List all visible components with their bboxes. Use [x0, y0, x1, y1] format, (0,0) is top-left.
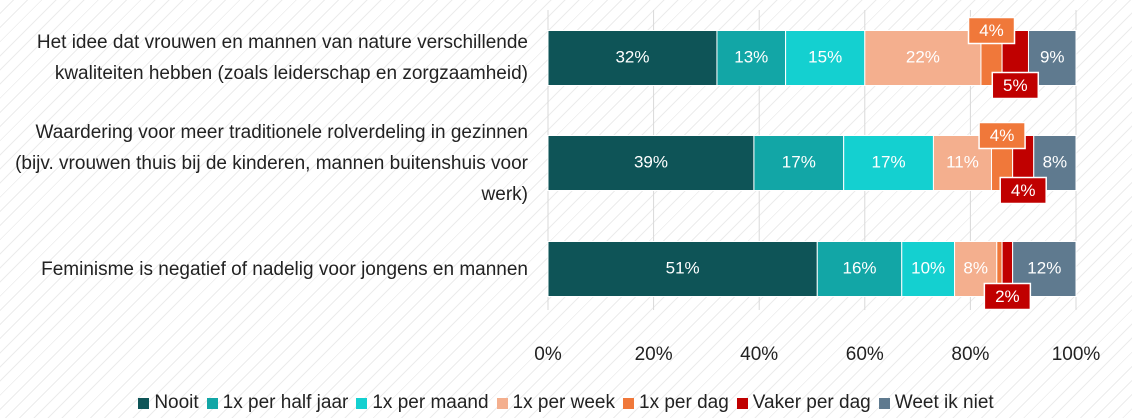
category-label: Waardering voor meer traditionele rolver…: [15, 121, 528, 205]
data-label: 13%: [734, 47, 768, 66]
bar-segment: [901, 241, 956, 297]
data-label: 17%: [782, 152, 816, 171]
bar-segment: [843, 135, 934, 191]
data-label: 22%: [906, 47, 940, 66]
bar-segment: [864, 30, 982, 86]
callout-box: [978, 121, 1026, 150]
legend-item: Weet ik niet: [878, 392, 994, 414]
legend-swatch: [496, 397, 508, 409]
data-label: 2%: [995, 287, 1020, 306]
legend-item: 1x per half jaar: [206, 392, 349, 414]
legend-swatch: [138, 397, 150, 409]
data-label: 12%: [1027, 258, 1061, 277]
data-label: 8%: [963, 258, 988, 277]
legend-label: Nooit: [154, 392, 199, 413]
data-label: 4%: [979, 21, 1004, 40]
x-tick-label: 80%: [951, 344, 989, 365]
bar-segment: [547, 241, 818, 297]
data-label: 16%: [843, 258, 877, 277]
callout-box: [991, 71, 1040, 100]
legend: Nooit 1x per half jaar 1x per maand 1x per …: [0, 392, 1132, 414]
callout-box: [999, 176, 1047, 205]
legend-item: 1x per dag: [623, 392, 729, 414]
callout-box: [983, 282, 1032, 311]
data-label: 10%: [911, 258, 945, 277]
bar-segment: [816, 241, 903, 297]
bar-segment: [753, 135, 845, 191]
legend-label: 1x per week: [512, 392, 615, 413]
legend-swatch: [206, 397, 218, 409]
data-label: 17%: [872, 152, 906, 171]
x-tick-label: 40%: [740, 344, 778, 365]
legend-label: Weet ik niet: [894, 392, 994, 413]
data-label: 32%: [615, 47, 649, 66]
x-tick-label: 0%: [534, 344, 562, 365]
bar-segment: [716, 30, 787, 86]
callout-box: [967, 16, 1016, 45]
data-label: 9%: [1040, 47, 1065, 66]
data-label: 5%: [1003, 76, 1028, 95]
legend-label: 1x per dag: [639, 392, 729, 413]
data-label: 39%: [634, 152, 668, 171]
category-label: Feminisme is negatief of nadelig voor jo…: [41, 258, 528, 280]
data-label: 4%: [1011, 181, 1036, 200]
data-label: 8%: [1043, 152, 1068, 171]
x-tick-label: 60%: [846, 344, 884, 365]
legend-label: 1x per half jaar: [222, 392, 349, 413]
bar-segment: [785, 30, 866, 86]
legend-label: 1x per maand: [372, 392, 489, 413]
legend-swatch: [878, 397, 890, 409]
x-tick-label: 20%: [635, 344, 673, 365]
legend-swatch: [736, 397, 748, 409]
data-label: 51%: [666, 258, 700, 277]
legend-item: Nooit: [138, 392, 199, 414]
legend-item: 1x per week: [496, 392, 615, 414]
legend-swatch: [623, 397, 634, 409]
bar-segment: [547, 30, 718, 86]
bar-segment: [547, 135, 755, 191]
legend-item: Vaker per dag: [736, 392, 871, 414]
legend-swatch: [356, 397, 368, 409]
data-label: 11%: [946, 152, 979, 171]
legend-item: 1x per maand: [356, 392, 489, 414]
data-label: 4%: [990, 126, 1015, 145]
x-tick-label: 100%: [1052, 344, 1101, 365]
legend-label: Vaker per dag: [752, 392, 871, 413]
category-label: Het idee dat vrouwen en mannen van natur…: [36, 32, 528, 84]
data-label: 15%: [808, 47, 842, 66]
